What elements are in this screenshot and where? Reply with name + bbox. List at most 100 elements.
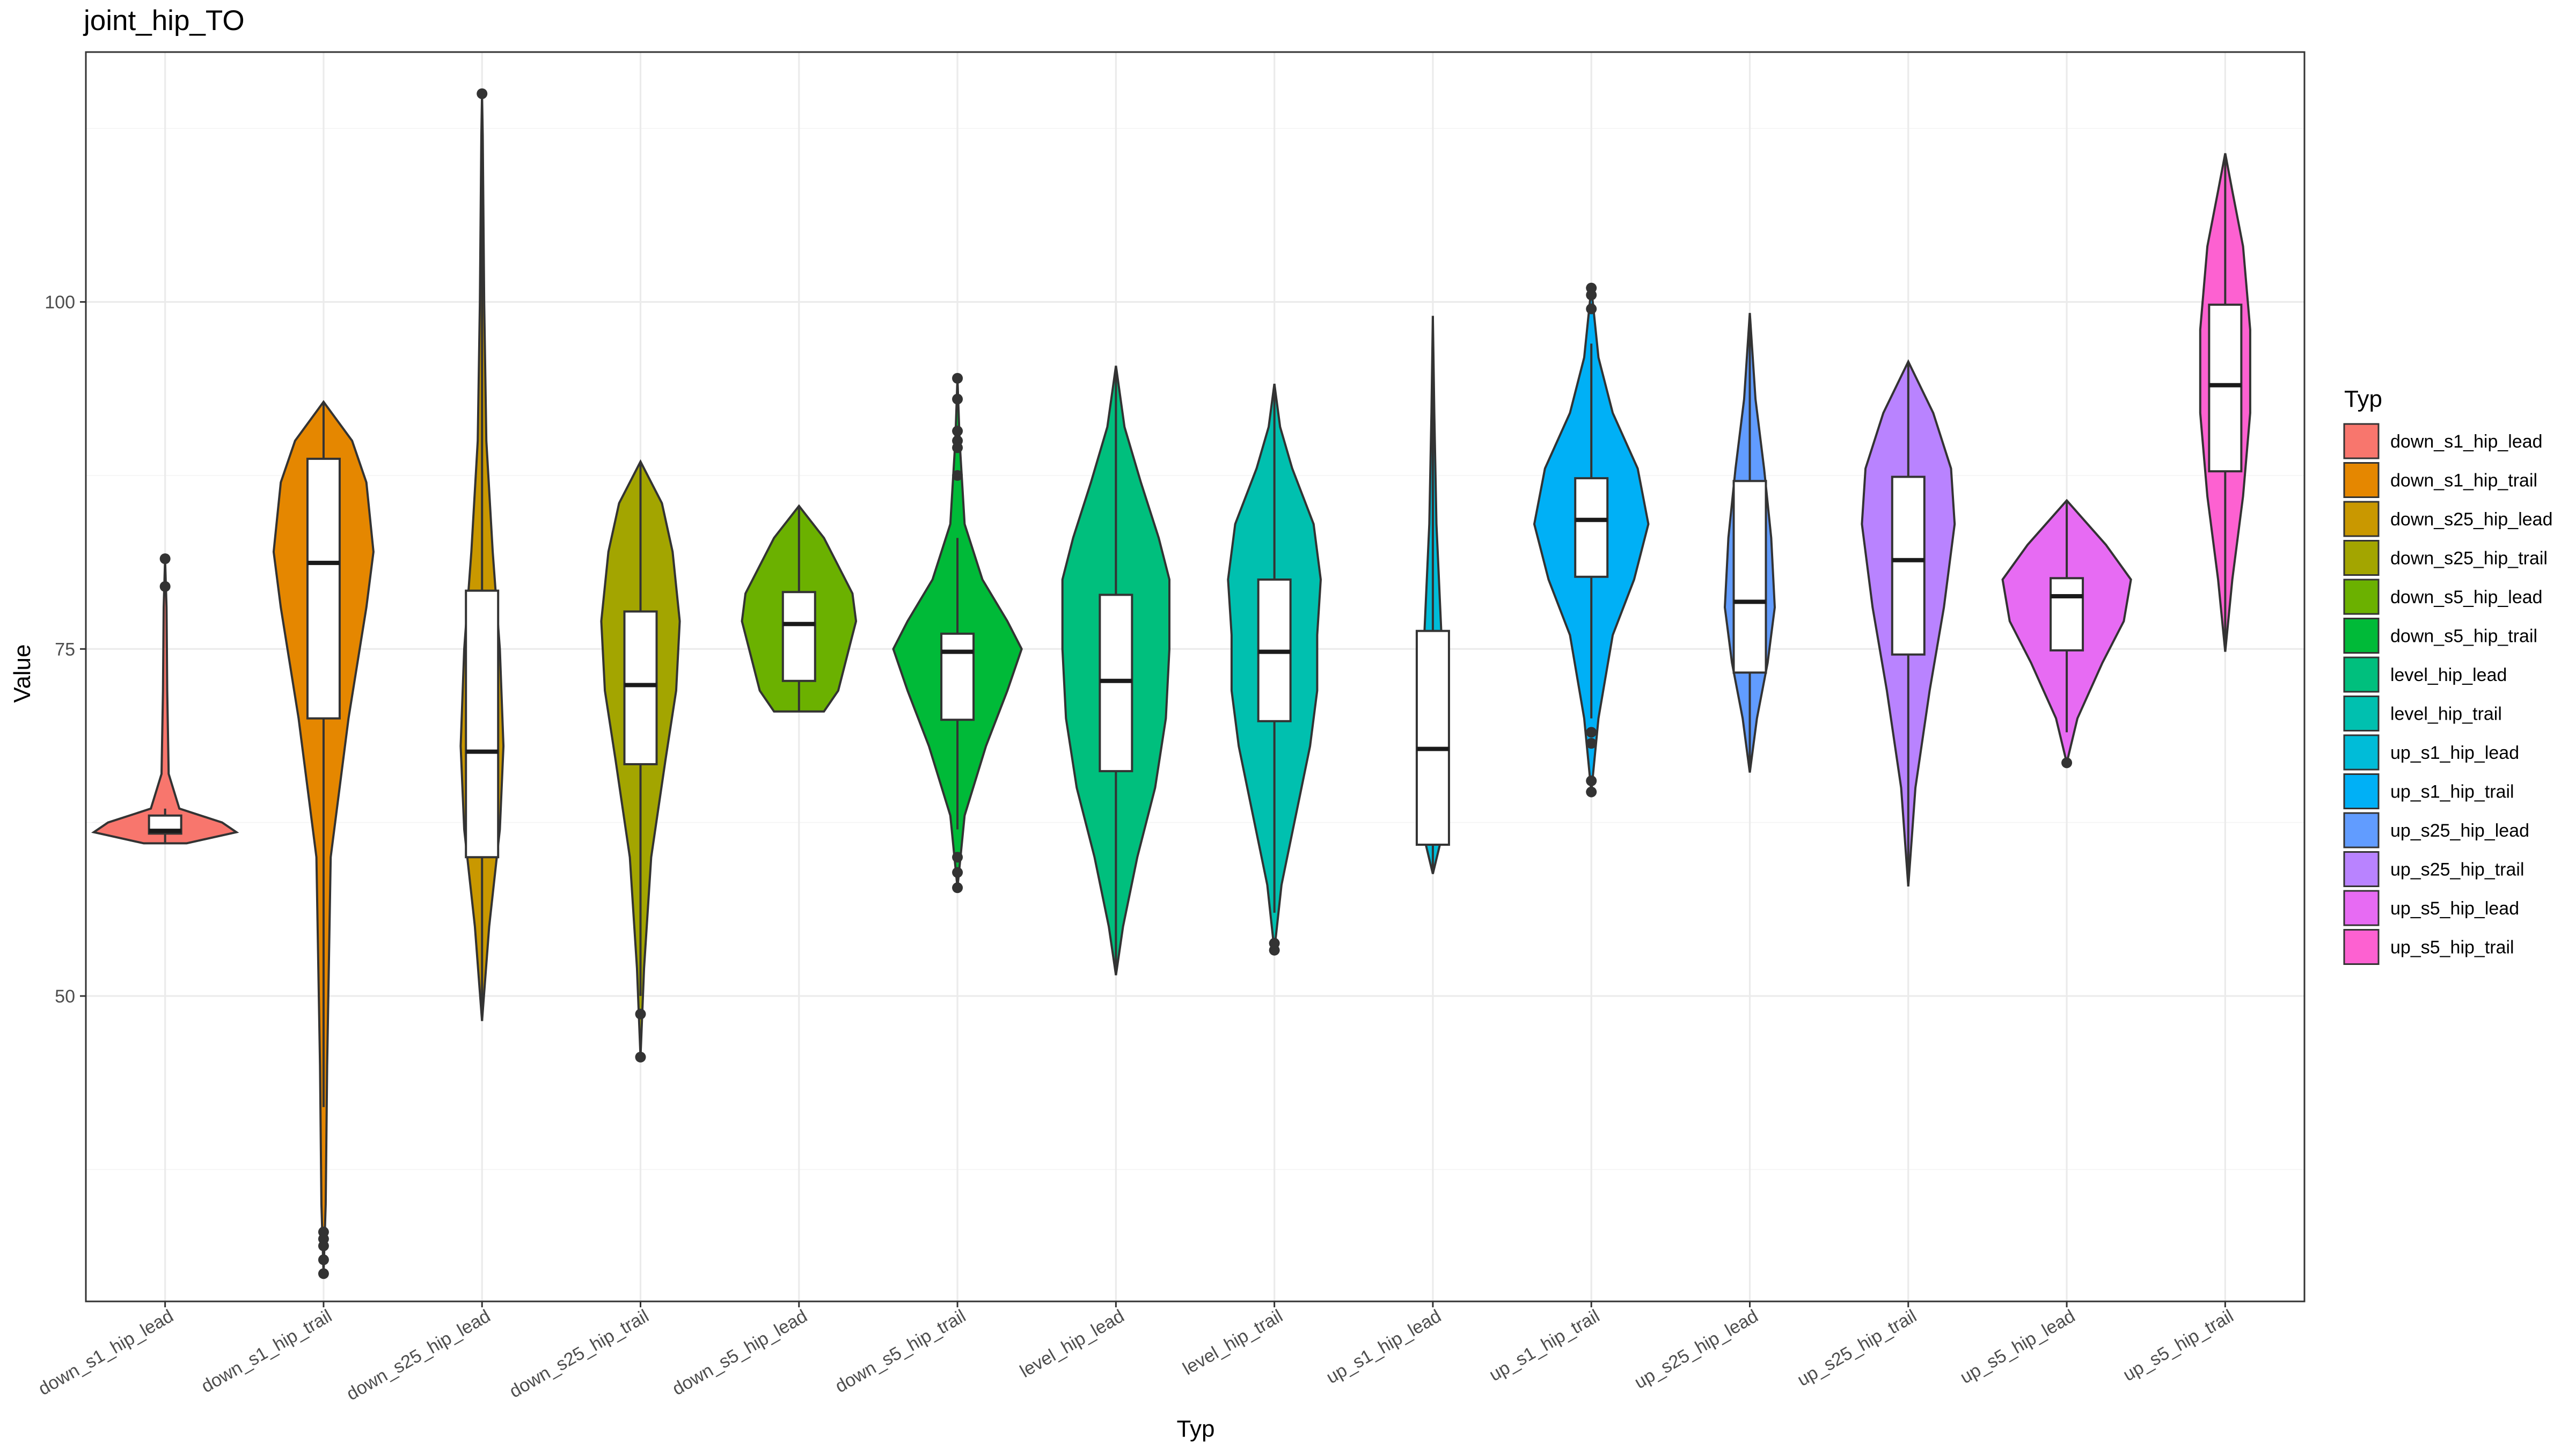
outlier-point: [952, 882, 963, 894]
x-tick-label: down_s1_hip_trail: [198, 1306, 335, 1397]
outlier-point: [1586, 289, 1597, 301]
x-tick-label: up_s5_hip_lead: [1957, 1306, 2079, 1388]
y-tick-label: 50: [55, 986, 75, 1007]
legend-label: level_hip_trail: [2390, 704, 2502, 724]
x-tick-label: down_s5_hip_lead: [669, 1306, 811, 1400]
outlier-point: [159, 553, 171, 565]
legend-label: level_hip_lead: [2390, 665, 2507, 685]
y-tick-label: 100: [45, 292, 75, 313]
outlier-point: [952, 852, 963, 863]
x-tick-label: up_s25_hip_trail: [1794, 1306, 1920, 1391]
box: [623, 610, 658, 765]
plot-background: [86, 52, 2304, 1301]
legend-label: down_s1_hip_trail: [2390, 471, 2537, 491]
box: [465, 589, 500, 859]
violin-group-up_s25_hip_trail: [1861, 359, 1956, 887]
box: [2208, 303, 2243, 473]
legend-title: Typ: [2344, 386, 2382, 412]
outlier-point: [318, 1254, 329, 1265]
x-tick-label: up_s1_hip_trail: [1485, 1306, 1603, 1385]
outlier-point: [477, 88, 488, 99]
violin-group-down_s1_hip_lead: [91, 553, 239, 845]
outlier-point: [2061, 757, 2073, 769]
box: [1415, 630, 1450, 846]
violin-group-up_s5_hip_trail: [2199, 153, 2251, 652]
box: [940, 632, 975, 721]
legend-key: [2343, 462, 2380, 498]
outlier-point: [952, 393, 963, 405]
outlier-point: [1586, 786, 1597, 797]
panel-border: [85, 51, 2306, 1302]
y-axis-title: Value: [9, 644, 35, 702]
x-tick-label: down_s25_hip_lead: [343, 1306, 494, 1404]
y-tick-label: 75: [55, 639, 75, 660]
x-tick-label: up_s1_hip_lead: [1323, 1306, 1445, 1388]
violin-group-down_s25_hip_lead: [459, 88, 505, 1021]
x-tick-label: down_s1_hip_lead: [35, 1306, 177, 1400]
legend-key: [2343, 423, 2380, 459]
violin-group-down_s5_hip_trail: [892, 372, 1023, 894]
x-tick-label: up_s5_hip_trail: [2120, 1306, 2237, 1385]
outlier-point: [1586, 303, 1597, 314]
x-tick-label: down_s25_hip_trail: [506, 1306, 653, 1402]
legend-label: up_s1_hip_trail: [2390, 782, 2514, 802]
x-tick-label: level_hip_lead: [1016, 1306, 1128, 1382]
x-tick-label: down_s5_hip_trail: [832, 1306, 969, 1397]
outlier-point: [318, 1240, 329, 1252]
x-axis-title: Typ: [1177, 1416, 1215, 1442]
violin-group-up_s5_hip_lead: [2001, 499, 2132, 769]
violin-group-up_s1_hip_trail: [1533, 282, 1650, 797]
box: [1891, 475, 1926, 656]
legend-label: down_s25_hip_lead: [2390, 509, 2552, 530]
outlier-point: [952, 470, 963, 481]
chart-title: joint_hip_TO: [83, 5, 245, 36]
legend-key: [2343, 656, 2380, 693]
legend-key: [2343, 851, 2380, 887]
legend-key: [2343, 734, 2380, 771]
legend-key: [2343, 773, 2380, 809]
legend-key: [2343, 890, 2380, 926]
legend-label: down_s5_hip_trail: [2390, 626, 2537, 647]
outlier-point: [635, 1051, 646, 1063]
legend: Typ down_s1_hip_lead down_s1_hip_traildow…: [2343, 386, 2552, 965]
box: [1574, 477, 1609, 578]
outlier-point: [1586, 738, 1597, 749]
legend-key: [2343, 540, 2380, 576]
legend-key: [2343, 696, 2380, 731]
box: [781, 591, 816, 682]
legend-label: down_s1_hip_lead: [2390, 431, 2543, 452]
outlier-point: [635, 1008, 646, 1020]
violin-group-down_s25_hip_trail: [600, 459, 681, 1063]
legend-key: [2343, 618, 2380, 654]
legend-label: down_s25_hip_trail: [2390, 548, 2548, 569]
box: [1732, 480, 1767, 674]
outlier-point: [952, 426, 963, 437]
box: [306, 457, 341, 720]
violin-group-up_s25_hip_lead: [1723, 313, 1776, 773]
legend-label: down_s5_hip_lead: [2390, 587, 2543, 608]
legend-label: up_s1_hip_lead: [2390, 743, 2519, 763]
plot-area: 50 75 100 down_s1_hip_lead down_s1_hip_trail…: [35, 51, 2306, 1404]
x-tick-label: up_s25_hip_lead: [1631, 1306, 1761, 1393]
outlier-point: [1269, 938, 1280, 949]
outlier-point: [318, 1268, 329, 1279]
outlier-point: [159, 581, 171, 592]
outlier-point: [952, 867, 963, 878]
violin-group-down_s1_hip_trail: [272, 400, 375, 1279]
legend-key: [2343, 579, 2380, 615]
outlier-point: [1586, 727, 1597, 738]
legend-key: [2343, 501, 2380, 537]
x-tick-label: level_hip_trail: [1180, 1306, 1286, 1379]
violin-group-up_s1_hip_lead: [1415, 316, 1450, 874]
violin-group-down_s5_hip_lead: [741, 504, 858, 713]
legend-key: [2343, 929, 2380, 965]
legend-label: up_s25_hip_trail: [2390, 860, 2524, 880]
legend-label: up_s5_hip_lead: [2390, 898, 2519, 919]
box: [2050, 577, 2084, 652]
violin-group-level_hip_lead: [1061, 365, 1170, 976]
outlier-point: [952, 372, 963, 384]
outlier-point: [1586, 775, 1597, 786]
outlier-point: [952, 442, 963, 453]
legend-label: up_s25_hip_lead: [2390, 821, 2529, 841]
